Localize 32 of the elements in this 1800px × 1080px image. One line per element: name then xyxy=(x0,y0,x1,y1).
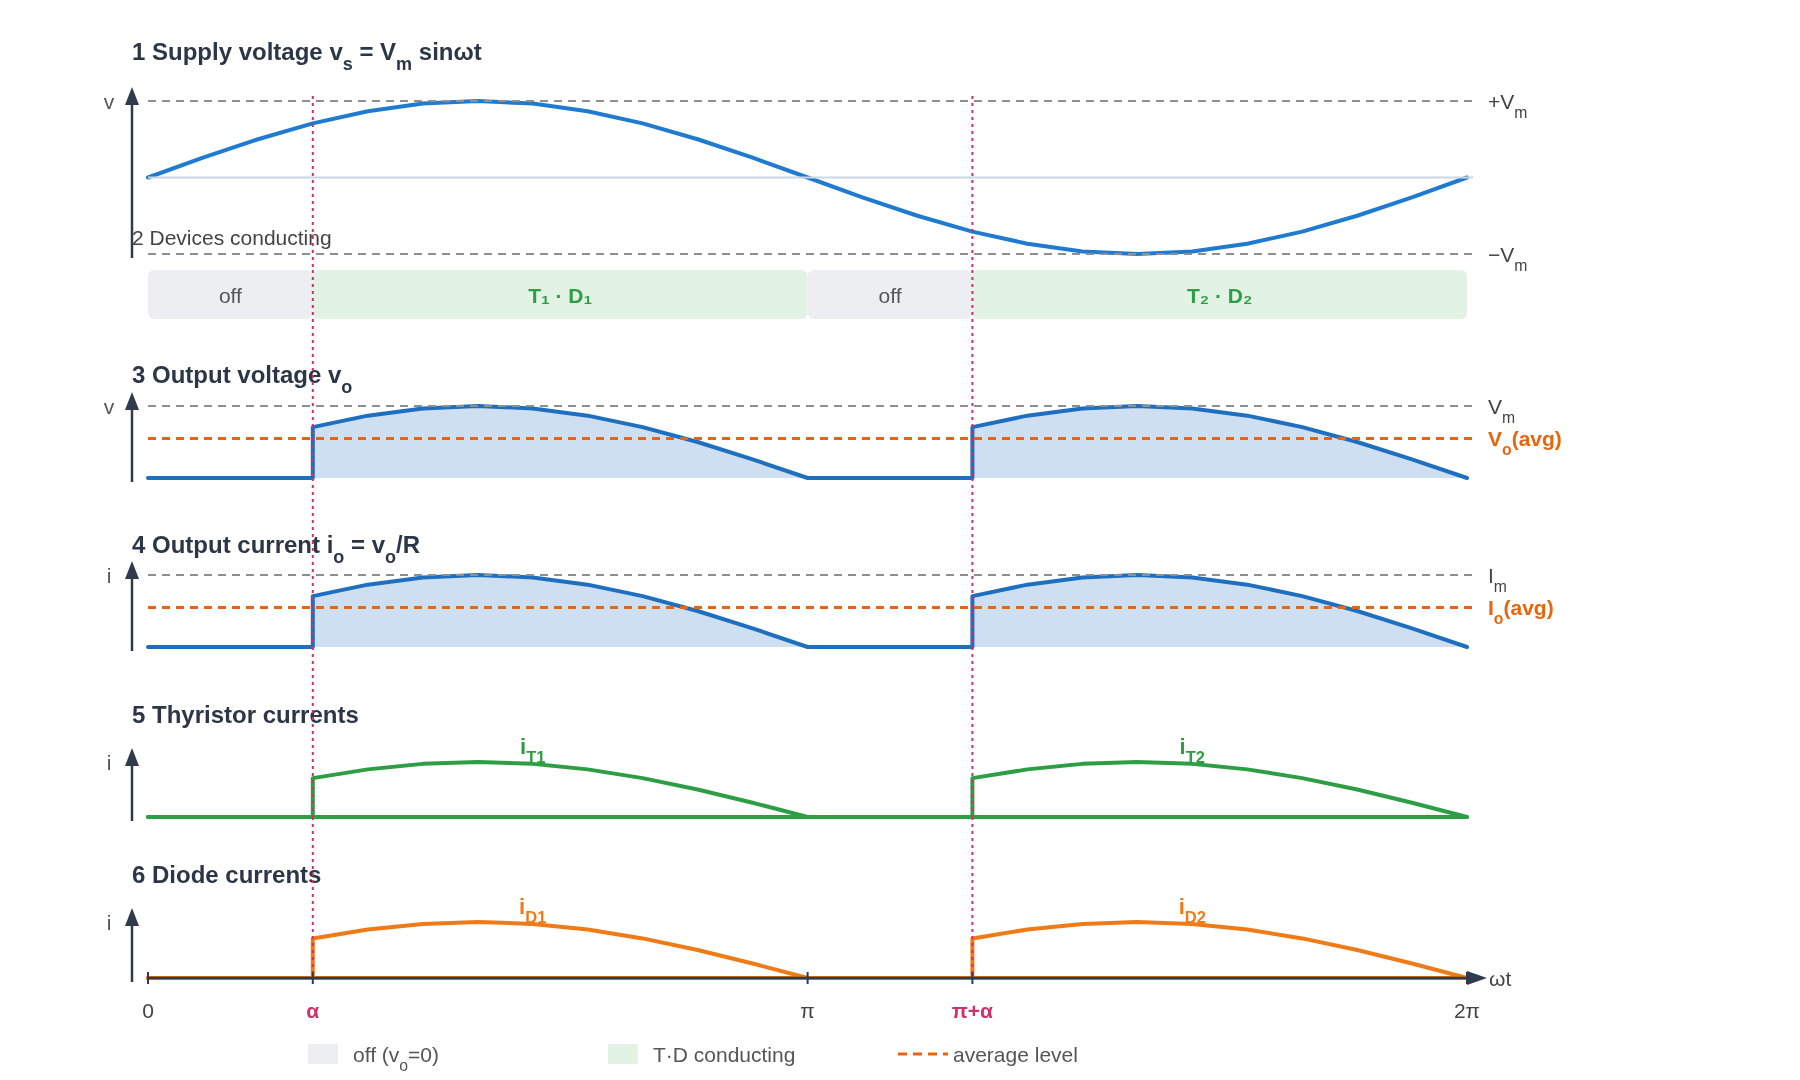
data-label: T₁ · D₁ xyxy=(528,283,593,307)
chart-title: 2 Devices conducting xyxy=(132,226,332,249)
series-label: i$_{T1}$ xyxy=(520,734,546,766)
y-axis-title: v xyxy=(103,395,115,418)
x-tick-label: α xyxy=(306,999,320,1022)
y-axis-title: i xyxy=(106,751,112,774)
x-tick-label: π+α xyxy=(951,999,994,1022)
ref-line-label: I$_{m}$ xyxy=(1488,564,1507,595)
y-axis-title: i xyxy=(106,564,112,587)
data-label: off xyxy=(878,283,902,307)
data-label: off xyxy=(218,283,243,307)
chart-title: 4 Output current i$_{o}$ = v$_{o}$/R xyxy=(132,531,421,567)
y-axis-title: v xyxy=(103,90,115,113)
chart-title: 6 Diode currents xyxy=(132,861,322,888)
chart-title: 1 Supply voltage v$_{s}$ = V$_{m}$ sinωt xyxy=(132,38,482,74)
y-axis-title: i xyxy=(106,911,112,934)
text: average level xyxy=(953,1043,1078,1066)
x-tick-label: π xyxy=(800,999,815,1022)
ref-line-label: V$_{m}$ xyxy=(1488,395,1516,426)
chart-title: 5 Thyristor currents xyxy=(132,701,359,728)
x-tick-label: 2π xyxy=(1453,999,1481,1022)
ref-line-label: −V$_{m}$ xyxy=(1488,243,1528,274)
x-axis-title: ωt xyxy=(1489,967,1512,990)
chart-title: 3 Output voltage v$_{o}$ xyxy=(132,361,353,397)
series-label: i$_{T2}$ xyxy=(1179,734,1205,766)
legend-label: T·D conducting xyxy=(653,1043,796,1066)
ref-line-label: V$_{o}$(avg) xyxy=(1488,427,1562,458)
ref-line-label: +V$_{m}$ xyxy=(1488,90,1528,121)
ref-line-label: I$_{o}$(avg) xyxy=(1488,596,1554,627)
legend-label: off (v$_{o}$=0) xyxy=(353,1043,439,1074)
data-label: T₂ · D₂ xyxy=(1187,283,1253,307)
x-tick-label: 0 xyxy=(142,999,154,1022)
